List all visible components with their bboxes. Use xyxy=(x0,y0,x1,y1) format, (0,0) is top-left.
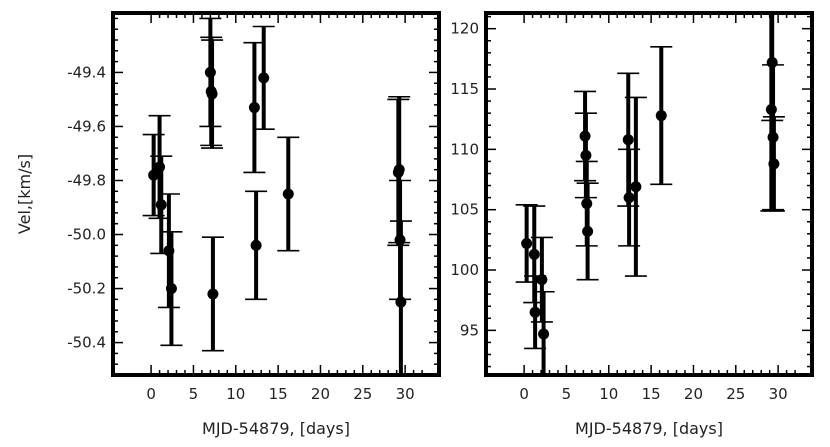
left-x-axis-label: MJD-54879, [days] xyxy=(202,419,350,438)
data-point xyxy=(529,306,541,318)
data-point xyxy=(250,239,262,251)
data-point xyxy=(536,274,548,286)
x-tick-label: 10 xyxy=(226,385,245,403)
left-point-8 xyxy=(201,236,224,352)
data-point xyxy=(521,237,533,249)
y-tick-label: 95 xyxy=(460,321,479,339)
left-point-0 xyxy=(142,133,165,217)
left-panel: 0 5 10 15 20 25 30 -50.4 -50.2 -50.0 -49.8 -49.6 -49… xyxy=(15,11,441,438)
y-tick-label: -49.8 xyxy=(67,171,106,189)
data-point xyxy=(165,283,177,295)
data-point xyxy=(155,199,167,211)
right-axis-ticks: 0 5 10 15 20 25 30 95 100 105 110 115 120 xyxy=(450,13,812,403)
y-tick-label: 115 xyxy=(450,80,479,98)
data-point xyxy=(580,149,592,161)
data-point xyxy=(207,288,219,300)
right-point-4 xyxy=(532,290,555,375)
left-point-2 xyxy=(150,155,173,255)
y-tick-label: -49.4 xyxy=(67,63,106,81)
x-tick-label: 25 xyxy=(726,385,745,403)
left-y-axis-label: Vel,[km/s] xyxy=(15,154,34,234)
right-point-16 xyxy=(762,115,785,212)
right-point-12 xyxy=(650,45,673,186)
data-point xyxy=(528,248,540,260)
y-tick-label: 105 xyxy=(450,201,479,219)
data-point xyxy=(582,225,594,237)
left-point-9 xyxy=(243,41,266,174)
left-plot-frame xyxy=(111,11,441,377)
data-point xyxy=(538,328,550,340)
data-point xyxy=(248,102,260,114)
y-tick-label: 120 xyxy=(450,20,479,38)
y-tick-label: 110 xyxy=(450,140,479,158)
x-tick-label: 5 xyxy=(562,385,572,403)
left-point-16 xyxy=(389,220,412,375)
x-tick-label: 0 xyxy=(519,385,529,403)
data-point xyxy=(623,192,635,204)
x-tick-label: 25 xyxy=(353,385,372,403)
y-tick-label: -49.6 xyxy=(67,117,106,135)
data-point xyxy=(655,110,667,122)
data-point xyxy=(630,181,642,193)
right-plot-frame xyxy=(484,11,814,377)
x-tick-label: 30 xyxy=(769,385,788,403)
data-point xyxy=(393,164,405,176)
right-point-11 xyxy=(624,96,647,277)
left-point-4 xyxy=(160,231,183,347)
data-point xyxy=(206,88,218,100)
x-tick-label: 0 xyxy=(146,385,156,403)
left-point-10 xyxy=(245,190,268,301)
left-point-7 xyxy=(201,39,224,149)
data-point xyxy=(395,296,407,308)
data-point xyxy=(622,134,634,146)
right-point-2 xyxy=(524,275,547,350)
right-panel: 0 5 10 15 20 25 30 95 100 105 110 115 120 MJD-54879,… xyxy=(450,11,814,438)
x-tick-label: 10 xyxy=(599,385,618,403)
right-point-8 xyxy=(576,182,599,281)
right-plot-content xyxy=(515,13,785,375)
y-tick-label: -50.2 xyxy=(67,280,106,298)
x-tick-label: 20 xyxy=(684,385,703,403)
y-tick-label: -50.0 xyxy=(67,226,106,244)
x-tick-label: 20 xyxy=(311,385,330,403)
data-point xyxy=(148,169,160,181)
right-x-axis-label: MJD-54879, [days] xyxy=(575,419,723,438)
left-data-marks xyxy=(142,17,412,375)
left-point-11 xyxy=(252,25,275,130)
left-axis-ticks: 0 5 10 15 20 25 30 -50.4 -50.2 -50.0 -49.8 -49.6 -49… xyxy=(67,13,439,403)
y-tick-label: 100 xyxy=(450,261,479,279)
data-point xyxy=(768,158,780,170)
data-point xyxy=(282,188,294,200)
x-tick-label: 15 xyxy=(642,385,661,403)
right-data-marks xyxy=(515,13,785,375)
y-tick-label: -50.4 xyxy=(67,334,106,352)
x-tick-label: 30 xyxy=(396,385,415,403)
left-point-12 xyxy=(277,136,300,252)
x-tick-label: 5 xyxy=(189,385,199,403)
data-point xyxy=(258,72,270,84)
left-plot-content xyxy=(142,17,412,375)
x-tick-label: 15 xyxy=(269,385,288,403)
